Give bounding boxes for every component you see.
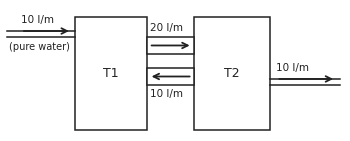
Text: (pure water): (pure water) — [9, 42, 70, 52]
Text: 10 l/m: 10 l/m — [21, 15, 54, 25]
Text: T2: T2 — [224, 67, 240, 80]
Text: 20 l/m: 20 l/m — [150, 23, 183, 33]
Bar — [147, 37, 194, 54]
Bar — [147, 68, 194, 85]
Text: 10 l/m: 10 l/m — [150, 89, 183, 99]
Text: 10 l/m: 10 l/m — [276, 63, 309, 73]
Bar — [75, 17, 147, 130]
Text: T1: T1 — [103, 67, 119, 80]
Bar — [194, 17, 270, 130]
